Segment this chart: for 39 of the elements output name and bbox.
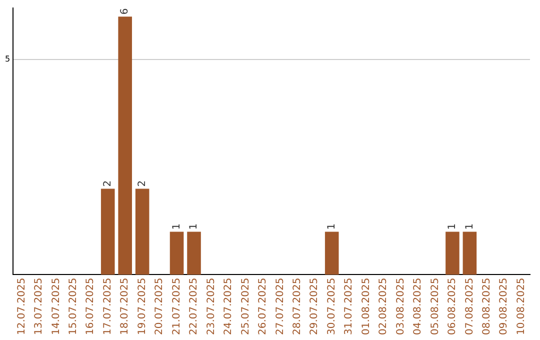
x-tick-label: 27.07.2025 (274, 278, 286, 336)
x-tick-label: 23.07.2025 (206, 278, 217, 336)
y-tick-label: 5 (4, 54, 10, 64)
x-tick-label: 12.07.2025 (16, 278, 28, 336)
x-tick-label: 13.07.2025 (34, 278, 45, 336)
x-tick-label: 08.08.2025 (482, 278, 493, 336)
data-label: 6 (120, 8, 131, 15)
x-tick-label: 04.08.2025 (412, 278, 424, 336)
x-tick-label: 05.08.2025 (430, 278, 441, 336)
x-tick-label: 24.07.2025 (223, 278, 234, 336)
x-tick-label: 03.08.2025 (395, 278, 406, 336)
data-label: 1 (188, 223, 200, 230)
x-tick-label: 19.07.2025 (136, 278, 148, 336)
x-tick-label: 31.07.2025 (344, 278, 355, 336)
x-tick-label: 22.07.2025 (188, 278, 200, 336)
x-tick-label: 01.08.2025 (360, 278, 372, 336)
x-tick-label: 30.07.2025 (326, 278, 338, 336)
x-tick-label: 20.07.2025 (154, 278, 166, 336)
x-tick-label: 07.08.2025 (464, 278, 476, 336)
x-tick-label: 02.08.2025 (378, 278, 390, 336)
x-tick-label: 18.07.2025 (120, 278, 131, 336)
x-tick-label: 14.07.2025 (50, 278, 62, 336)
x-tick-label: 25.07.2025 (240, 278, 252, 336)
x-tick-label: 28.07.2025 (292, 278, 303, 336)
data-label: 1 (464, 223, 476, 230)
x-tick-label: 09.08.2025 (498, 278, 510, 336)
x-tick-label: 06.08.2025 (447, 278, 458, 336)
x-tick-label: 17.07.2025 (102, 278, 114, 336)
x-tick-label: 21.07.2025 (171, 278, 182, 336)
data-label: 1 (447, 223, 458, 230)
x-tick-label: 29.07.2025 (309, 278, 320, 336)
x-tick-label: 10.08.2025 (516, 278, 527, 336)
data-label: 2 (136, 180, 148, 187)
data-label: 2 (102, 180, 114, 187)
x-tick-label: 15.07.2025 (68, 278, 79, 336)
x-tick-label: 16.07.2025 (85, 278, 96, 336)
x-tick-label: 26.07.2025 (258, 278, 269, 336)
data-label: 1 (171, 223, 182, 230)
data-label: 1 (326, 223, 338, 230)
